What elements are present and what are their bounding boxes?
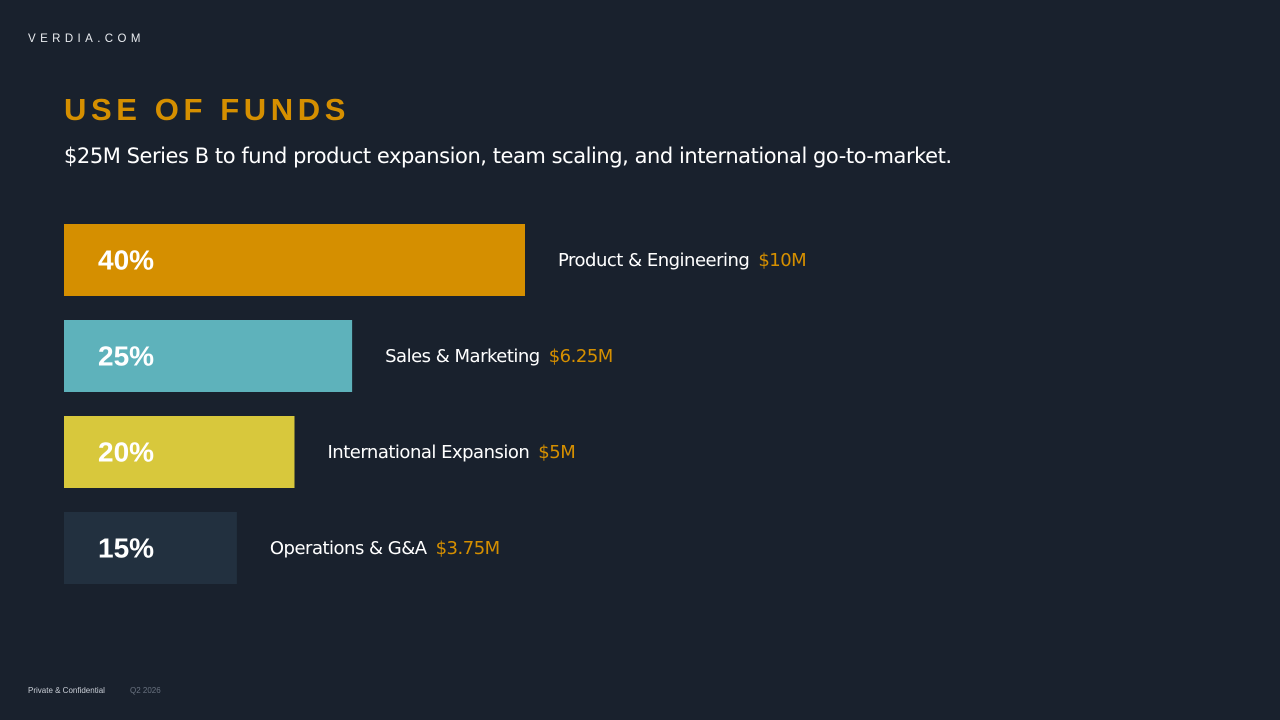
category-label: Sales & Marketing (385, 346, 540, 367)
amount-label: $10M (758, 250, 806, 271)
category-label: International Expansion (328, 442, 530, 463)
footer-date: Q2 2026 (130, 686, 161, 695)
category-label: Operations & G&A (270, 538, 428, 559)
brand-logo: VERDIA.COM (28, 33, 145, 45)
slide-subtitle: $25M Series B to fund product expansion,… (64, 144, 952, 168)
bar-category-row-label: Operations & G&A $3.75M (270, 538, 500, 559)
bar-category-row-label: International Expansion $5M (328, 442, 576, 463)
bar-1 (64, 224, 525, 296)
footer-confidential: Private & Confidential (28, 686, 105, 695)
bar-percent-label: 25% (98, 341, 154, 372)
category-label: Product & Engineering (558, 250, 749, 271)
bar-percent-label: 40% (98, 245, 154, 276)
slide-title: USE OF FUNDS (64, 92, 350, 127)
bar-3 (64, 416, 295, 488)
amount-label: $6.25M (549, 346, 613, 367)
bar-percent-label: 20% (98, 437, 154, 468)
bar-percent-label: 15% (98, 533, 154, 564)
amount-label: $3.75M (436, 538, 500, 559)
bar-4 (64, 512, 237, 584)
amount-label: $5M (538, 442, 575, 463)
bar-category-row-label: Sales & Marketing $6.25M (385, 346, 613, 367)
bar-category-row-label: Product & Engineering $10M (558, 250, 806, 271)
bar-2 (64, 320, 353, 392)
